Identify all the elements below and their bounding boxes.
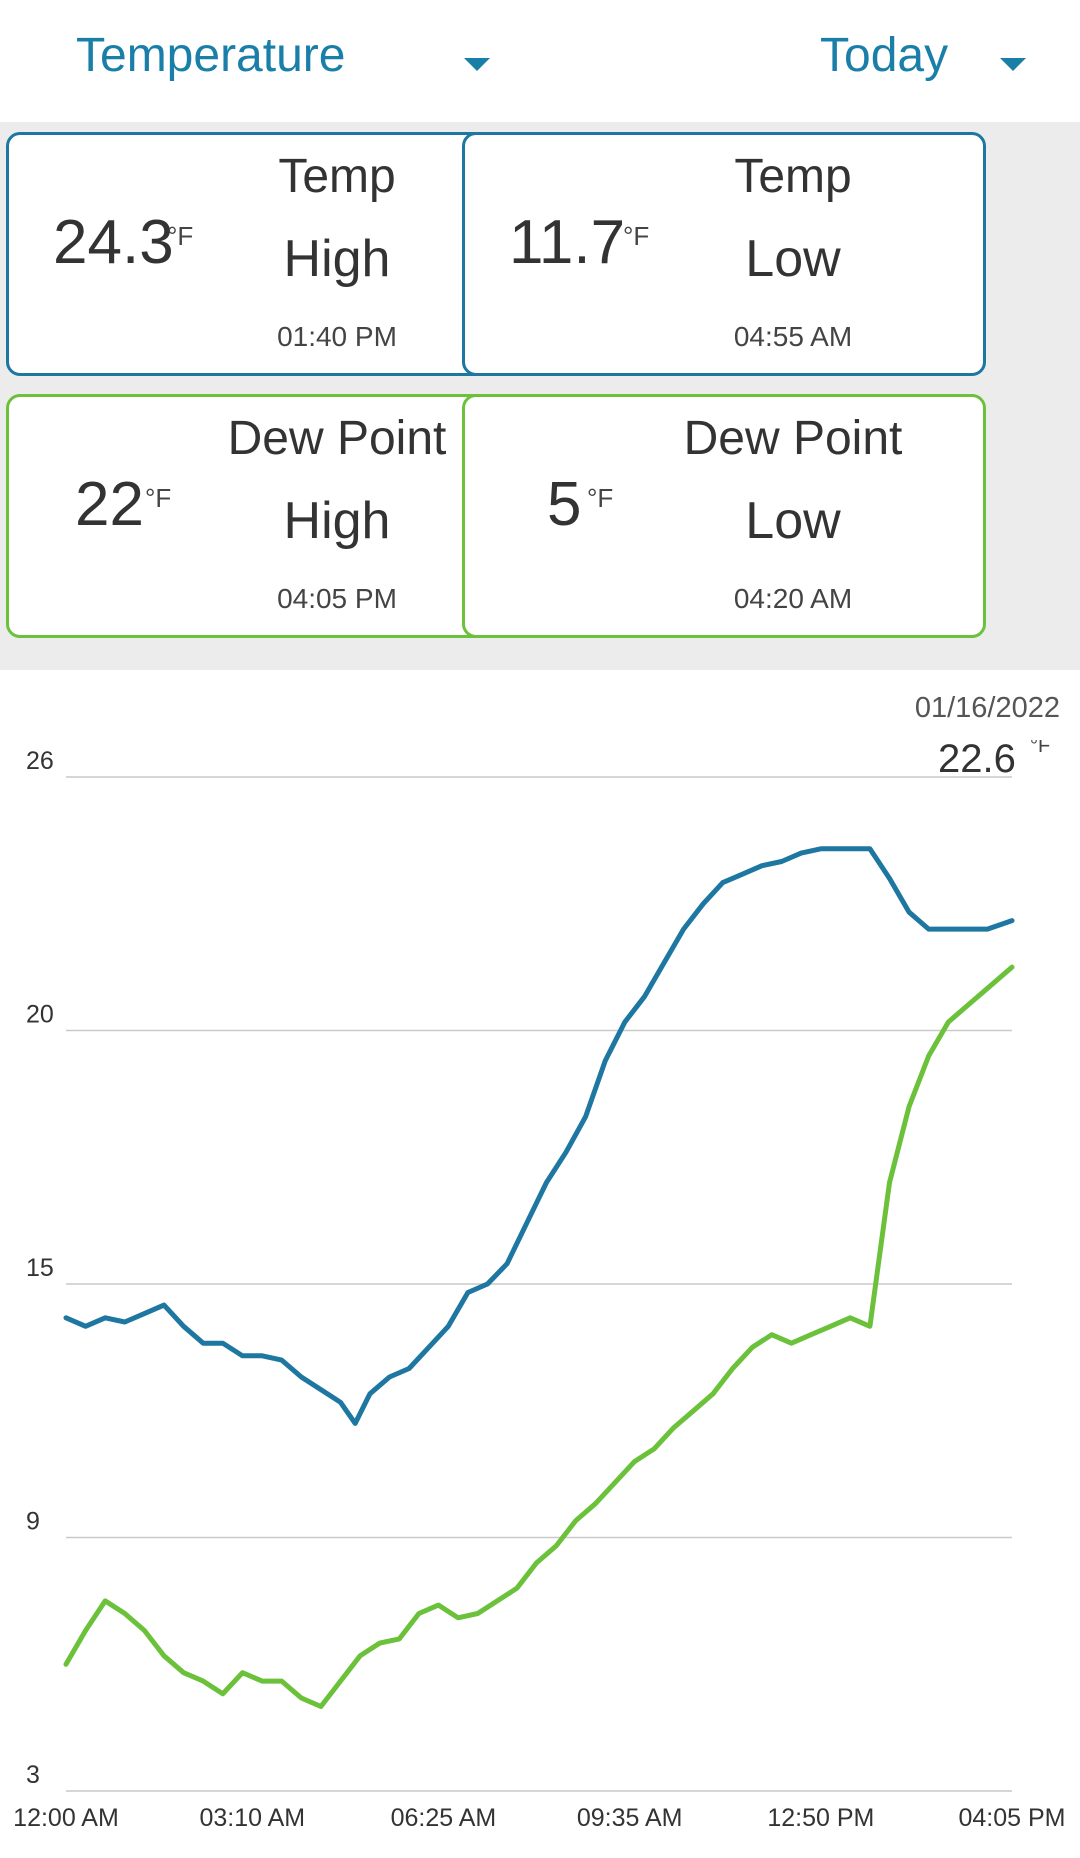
period-dropdown[interactable]: Today [820,28,1040,83]
card-title: Dew Point [227,412,447,465]
summary-cards: 24.3 °F Temp High 01:40 PM 11.7 °F Temp … [0,122,1080,670]
temperature-series-line [63,846,1015,1426]
temp-low-card[interactable]: 11.7 °F Temp Low 04:55 AM [462,132,986,376]
card-time: 04:55 AM [733,321,853,352]
metric-dropdown[interactable]: Temperature [76,28,496,83]
card-unit: °F [623,221,650,251]
card-title: Dew Point [683,412,903,465]
metric-dropdown-label: Temperature [76,29,346,82]
temp-high-card[interactable]: 24.3 °F Temp High 01:40 PM [6,132,530,376]
y-tick-label: 3 [26,1761,40,1789]
dew-point-low-card[interactable]: 5 °F Dew Point Low 04:20 AM [462,394,986,638]
dew-point-series-line [63,964,1015,1709]
temperature-chart[interactable]: 3 9 15 20 26 12:00 AM 03:10 AM 06:25 AM 09:35 A… [0,740,1080,1858]
x-tick-label: 04:05 PM [958,1804,1065,1832]
card-title: Temp [278,150,396,203]
card-subtitle: High [283,492,391,550]
chevron-down-icon [1000,58,1026,71]
x-tick-label: 09:35 AM [577,1804,683,1832]
card-value: 22 [75,470,144,539]
current-value-label: 22.6 [938,740,1016,781]
card-value: 24.3 [53,208,174,277]
y-tick-label: 26 [26,747,54,775]
card-subtitle: Low [745,492,841,550]
card-unit: °F [587,483,614,513]
card-time: 04:05 PM [277,583,397,614]
x-tick-label: 03:10 AM [199,1804,305,1832]
card-unit: °F [167,221,194,251]
current-value-unit: °F [1030,740,1050,757]
card-time: 01:40 PM [277,321,397,352]
card-value: 11.7 [509,208,626,277]
card-time: 04:20 AM [733,583,853,614]
card-unit: °F [145,483,172,513]
y-tick-label: 9 [26,1508,40,1536]
x-tick-label: 06:25 AM [391,1804,497,1832]
header: Temperature Today [0,0,1080,120]
y-tick-label: 20 [26,1001,54,1029]
card-title: Temp [734,150,852,203]
card-subtitle: High [283,230,391,288]
x-tick-label: 12:00 AM [13,1804,119,1832]
card-value: 5 [547,470,582,539]
y-tick-label: 15 [26,1254,54,1282]
chevron-down-icon [464,58,490,71]
chart-date: 01/16/2022 [914,692,1060,724]
period-dropdown-label: Today [820,29,949,82]
card-subtitle: Low [745,230,841,288]
dew-point-high-card[interactable]: 22 °F Dew Point High 04:05 PM [6,394,530,638]
x-tick-label: 12:50 PM [767,1804,874,1832]
